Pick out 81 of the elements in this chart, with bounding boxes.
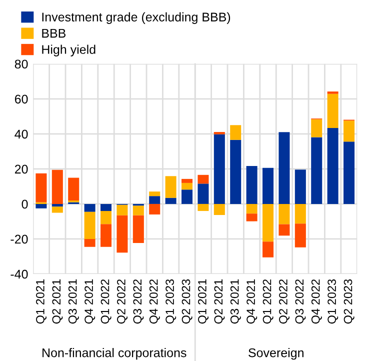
x-tick-label: Q4 2021: [246, 279, 258, 324]
x-tick-label: Q2 2023: [344, 279, 354, 324]
bar: [246, 166, 258, 204]
y-tick-label: 60: [14, 94, 28, 104]
x-tick-label: Q2 2021: [214, 279, 225, 324]
x-tick-label: Q1 2022: [100, 279, 112, 324]
bar: [311, 119, 322, 138]
bar: [214, 134, 225, 204]
bar: [278, 224, 290, 236]
bar: [36, 173, 47, 202]
bar: [84, 238, 96, 247]
x-tick-label: Q2 2022: [279, 279, 290, 324]
bar: [52, 206, 63, 213]
bar: [100, 210, 112, 224]
text: Sovereign: [248, 348, 304, 360]
bar: [182, 178, 193, 183]
text: Non-financial corporations: [42, 348, 186, 360]
bar: [132, 206, 144, 216]
bar: [230, 140, 242, 204]
bar: [214, 204, 225, 215]
bar: [327, 128, 338, 204]
bar: [294, 224, 306, 248]
bar: [246, 214, 258, 222]
y-tick-label: 80: [14, 60, 28, 69]
y-tick-label: -40: [10, 270, 28, 279]
x-tick-label: Q2 2021: [52, 279, 63, 324]
bar: [116, 215, 128, 253]
legend-label: BBB: [42, 28, 66, 38]
bar: [100, 224, 112, 247]
bar: [165, 198, 176, 204]
bar: [294, 204, 306, 224]
bar: [327, 94, 338, 128]
bar: [230, 125, 242, 140]
x-tick-label: Q1 2021: [36, 279, 46, 324]
x-tick-label: Q2 2023: [182, 279, 192, 324]
bar: [278, 204, 290, 224]
x-tick-label: Q3 2022: [133, 279, 144, 324]
bar: [262, 242, 274, 258]
x-tick-label: Q1 2023: [166, 279, 176, 324]
legend-label: High yield: [42, 44, 96, 56]
y-tick-label: -20: [10, 234, 28, 244]
x-tick-label: Q2 2022: [117, 279, 128, 324]
bar: [198, 174, 209, 184]
legend-label: Investment grade (excluding BBB): [42, 12, 230, 24]
bar: [165, 176, 176, 198]
bar: [52, 204, 63, 207]
x-tick-label: Q3 2021: [230, 279, 241, 324]
y-tick-label: 20: [14, 164, 28, 174]
bar: [100, 204, 112, 211]
bar: [294, 170, 306, 204]
x-tick-label: Q4 2022: [149, 279, 160, 324]
y-tick-label: 0: [22, 200, 28, 209]
bar: [149, 192, 160, 196]
bar: [246, 204, 258, 214]
x-tick-label: Q1 2023: [328, 279, 338, 324]
bar: [116, 204, 128, 216]
bar: [36, 204, 47, 208]
x-tick-label: Q3 2021: [68, 279, 79, 324]
x-tick-label: Q4 2021: [84, 279, 96, 324]
bar: [262, 168, 274, 204]
y-tick-label: 40: [14, 130, 28, 139]
x-tick-label: Q1 2021: [198, 279, 208, 324]
bar: [182, 182, 193, 190]
x-tick-label: Q4 2022: [311, 279, 322, 324]
x-tick-label: Q3 2022: [295, 279, 306, 324]
bar: [262, 204, 274, 242]
x-tick-label: Q1 2022: [262, 279, 274, 324]
bar: [311, 137, 322, 204]
bar: [149, 204, 160, 214]
bar: [68, 178, 80, 200]
bar: [149, 196, 160, 204]
bar: [182, 190, 193, 204]
bar: [132, 215, 144, 244]
bar: [344, 120, 355, 142]
bar: [198, 184, 209, 204]
bar: [84, 212, 96, 239]
bar: [84, 204, 96, 212]
bar: [198, 204, 209, 211]
bar: [52, 170, 63, 204]
bar: [344, 142, 355, 204]
bar: [278, 132, 290, 204]
